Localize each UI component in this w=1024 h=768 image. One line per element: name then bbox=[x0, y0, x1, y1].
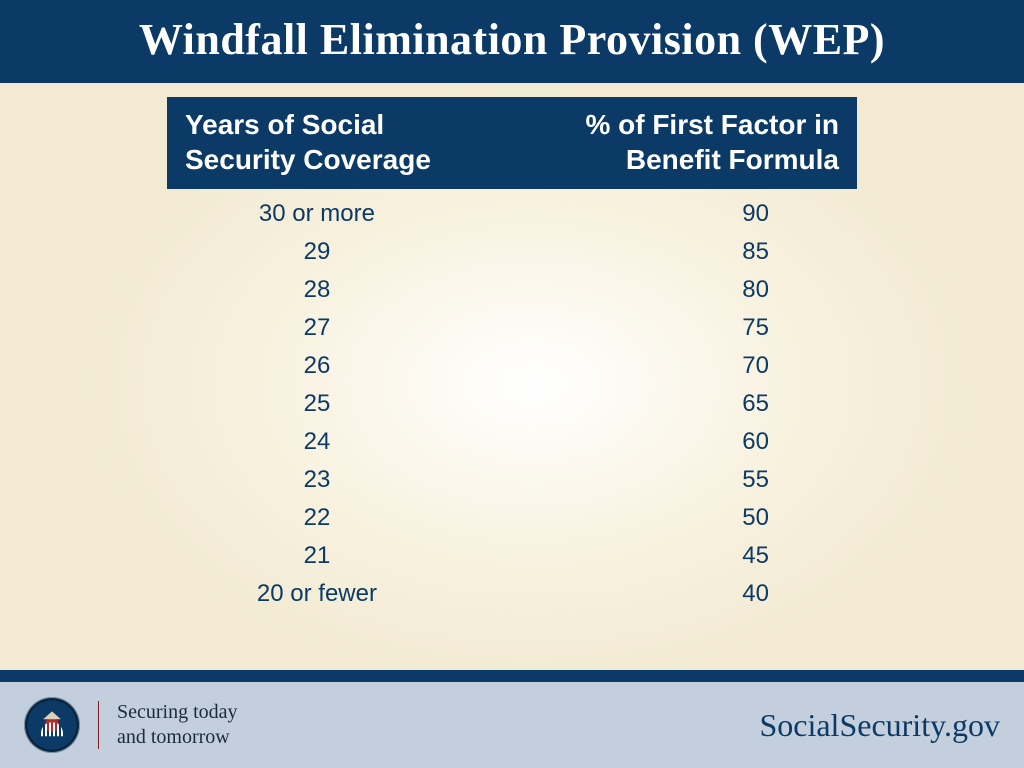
table-row: 2250 bbox=[167, 499, 857, 537]
table-header: Years of Social Security Coverage % of F… bbox=[167, 97, 857, 189]
wep-table: Years of Social Security Coverage % of F… bbox=[167, 97, 857, 613]
table-row: 2985 bbox=[167, 233, 857, 271]
cell-pct: 65 bbox=[499, 392, 839, 416]
table-header-col1-line1: Years of Social bbox=[185, 109, 384, 140]
cell-pct: 70 bbox=[499, 354, 839, 378]
table-row: 20 or fewer40 bbox=[167, 575, 857, 613]
table-row: 2355 bbox=[167, 461, 857, 499]
table-header-col2-line1: % of First Factor in bbox=[585, 109, 839, 140]
cell-years: 20 or fewer bbox=[185, 582, 499, 606]
table-row: 2775 bbox=[167, 309, 857, 347]
cell-pct: 90 bbox=[499, 202, 839, 226]
slide-title: Windfall Elimination Provision (WEP) bbox=[0, 0, 1024, 83]
ssa-seal-icon bbox=[24, 697, 80, 753]
cell-years: 23 bbox=[185, 468, 499, 492]
cell-years: 22 bbox=[185, 506, 499, 530]
content-area: Years of Social Security Coverage % of F… bbox=[0, 83, 1024, 670]
cell-pct: 40 bbox=[499, 582, 839, 606]
table-body: 30 or more902985288027752670256524602355… bbox=[167, 189, 857, 613]
footer-vertical-divider bbox=[98, 701, 99, 749]
slide: Windfall Elimination Provision (WEP) Yea… bbox=[0, 0, 1024, 768]
table-row: 2670 bbox=[167, 347, 857, 385]
cell-pct: 85 bbox=[499, 240, 839, 264]
footer-tagline-line2: and tomorrow bbox=[117, 726, 230, 748]
cell-years: 28 bbox=[185, 278, 499, 302]
footer-tagline-line1: Securing today bbox=[117, 701, 238, 723]
footer-tagline: Securing today and tomorrow bbox=[117, 700, 238, 750]
cell-years: 25 bbox=[185, 392, 499, 416]
table-header-col2-line2: Benefit Formula bbox=[626, 144, 839, 175]
footer-divider bbox=[0, 670, 1024, 682]
table-row: 2145 bbox=[167, 537, 857, 575]
cell-pct: 60 bbox=[499, 430, 839, 454]
cell-pct: 80 bbox=[499, 278, 839, 302]
cell-years: 27 bbox=[185, 316, 499, 340]
footer-site: SocialSecurity.gov bbox=[759, 707, 1000, 744]
cell-years: 30 or more bbox=[185, 202, 499, 226]
table-header-col2: % of First Factor in Benefit Formula bbox=[545, 107, 839, 177]
cell-years: 24 bbox=[185, 430, 499, 454]
cell-pct: 55 bbox=[499, 468, 839, 492]
footer: Securing today and tomorrow SocialSecuri… bbox=[0, 682, 1024, 768]
cell-years: 29 bbox=[185, 240, 499, 264]
cell-pct: 50 bbox=[499, 506, 839, 530]
cell-years: 26 bbox=[185, 354, 499, 378]
table-row: 2565 bbox=[167, 385, 857, 423]
cell-pct: 75 bbox=[499, 316, 839, 340]
table-row: 2460 bbox=[167, 423, 857, 461]
table-header-col1: Years of Social Security Coverage bbox=[185, 107, 545, 177]
cell-pct: 45 bbox=[499, 544, 839, 568]
table-header-col1-line2: Security Coverage bbox=[185, 144, 431, 175]
cell-years: 21 bbox=[185, 544, 499, 568]
table-row: 2880 bbox=[167, 271, 857, 309]
table-row: 30 or more90 bbox=[167, 195, 857, 233]
